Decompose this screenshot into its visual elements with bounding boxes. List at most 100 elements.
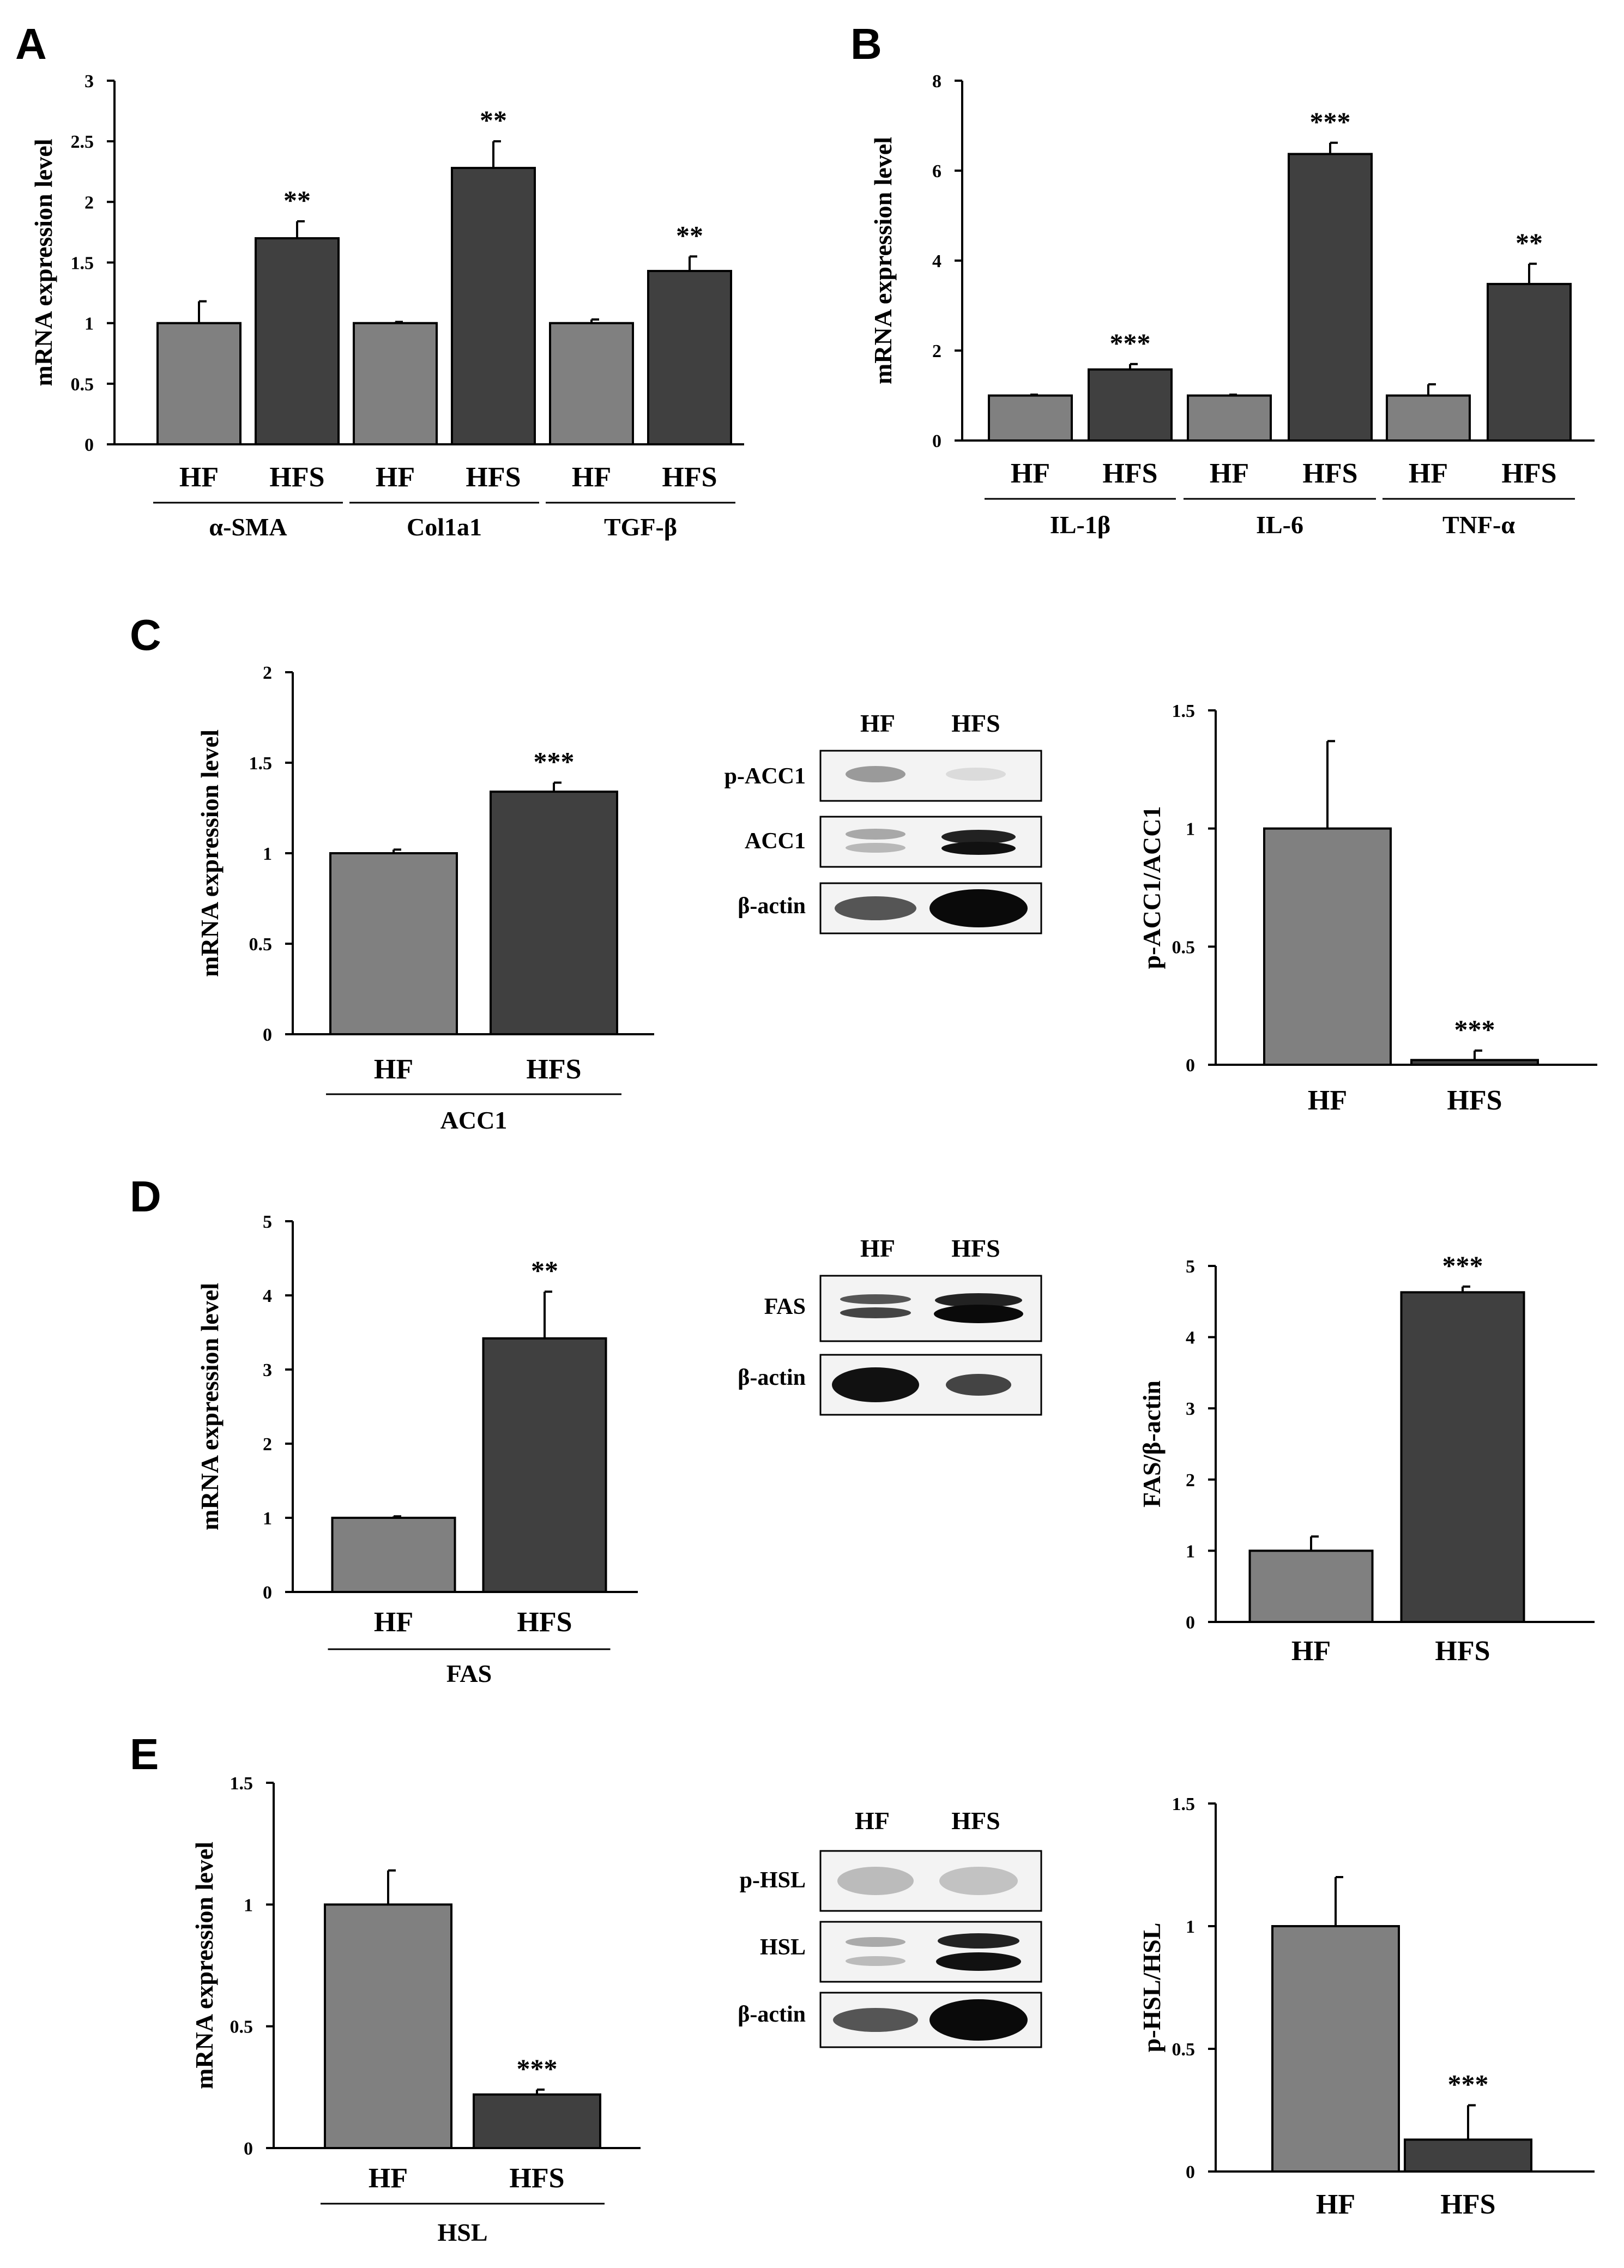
blot-band	[846, 843, 905, 853]
y-axis-label: p-HSL/HSL	[1138, 1923, 1166, 2053]
x-tick-label: HFS	[1447, 1085, 1502, 1116]
blot-band	[929, 1999, 1028, 2041]
blot-row-label: β-actin	[738, 2002, 806, 2027]
bar	[1263, 827, 1392, 1066]
bar	[482, 1337, 607, 1593]
blot-band	[936, 1952, 1021, 1971]
panel-label-c: C	[130, 611, 161, 659]
blot-row-label: p-ACC1	[725, 764, 806, 789]
blot-band	[941, 830, 1016, 844]
y-tick-label: 0.5	[1172, 937, 1196, 957]
group-label: FAS	[446, 1660, 492, 1687]
blot-col-label: HFS	[951, 1234, 1000, 1262]
y-tick-label: 1	[244, 1895, 253, 1915]
blot-row-label: HSL	[760, 1935, 806, 1960]
x-tick-label: HFS	[509, 2163, 564, 2194]
x-tick-label: HFS	[1102, 458, 1157, 489]
bar	[549, 322, 634, 446]
y-tick-label: 0	[244, 2139, 253, 2159]
y-tick-label: 8	[932, 71, 941, 92]
y-tick-label: 1	[263, 1509, 272, 1529]
bar	[1487, 282, 1572, 442]
blot-e: HF HFS p-HSL HSL β-actin	[738, 1807, 1042, 2048]
bar	[329, 852, 458, 1035]
y-tick-label: 0	[263, 1583, 272, 1603]
y-tick-label: 3	[263, 1360, 272, 1380]
panel-label-b: B	[850, 20, 882, 68]
bar	[1400, 1291, 1525, 1623]
y-tick-label: 0.5	[230, 2017, 253, 2037]
y-tick-label: 1.5	[71, 254, 94, 274]
y-tick-label: 4	[263, 1286, 272, 1306]
y-tick-label: 1	[1186, 1541, 1195, 1561]
blot-band-box	[819, 816, 1042, 868]
bar	[1386, 394, 1471, 442]
group-label: IL-1β	[1050, 511, 1110, 539]
x-tick-label: HF	[1291, 1636, 1331, 1667]
blot-band	[846, 829, 905, 840]
group-label: α-SMA	[209, 513, 287, 541]
y-axis-label: mRNA expression level	[190, 1842, 218, 2089]
blot-band	[941, 842, 1016, 855]
group-label: TNF-α	[1442, 511, 1515, 539]
blot-col-label: HF	[860, 1234, 895, 1262]
y-tick-label: 1.5	[1172, 1794, 1196, 1814]
chart-e-mrna: 0 0.5 1 1.5 mRNA expression level HF *** HFS HSL	[190, 1774, 641, 2246]
blot-col-label: HF	[860, 709, 895, 737]
panel-label-d: D	[130, 1172, 161, 1221]
bar	[156, 322, 242, 446]
y-axis-label: FAS/β-actin	[1138, 1380, 1166, 1507]
y-tick-label: 0	[84, 435, 94, 455]
y-tick-label: 0	[1186, 1055, 1195, 1076]
blot-band	[832, 1367, 919, 1402]
blot-band	[946, 768, 1006, 781]
bar	[1288, 153, 1373, 442]
chart-c-ratio: 0 0.5 1 1.5 p-ACC1/ACC1 HF *** HFS	[1138, 701, 1597, 1116]
bar	[353, 322, 438, 446]
y-tick-label: 2	[263, 663, 272, 683]
blot-row-label: p-HSL	[740, 1868, 806, 1893]
bar	[647, 270, 732, 445]
y-axis-label: p-ACC1/ACC1	[1138, 806, 1166, 969]
x-tick-label: HF	[1316, 2189, 1355, 2220]
x-tick-label: HF	[376, 462, 415, 493]
y-tick-label: 1	[1186, 1917, 1195, 1937]
y-tick-label: 3	[84, 71, 94, 92]
y-tick-label: 6	[932, 161, 941, 182]
y-tick-label: 5	[1186, 1257, 1195, 1277]
x-tick-label: HFS	[1435, 1636, 1490, 1667]
significance-marker: ***	[1110, 328, 1151, 358]
x-tick-label: HF	[1308, 1085, 1347, 1116]
blot-col-label: HFS	[951, 1807, 1000, 1835]
y-tick-label: 3	[1186, 1399, 1195, 1419]
bar	[490, 791, 618, 1035]
significance-marker: ***	[534, 746, 575, 777]
blot-band	[837, 1867, 914, 1895]
significance-marker: ***	[517, 2053, 558, 2084]
blot-band	[835, 896, 916, 920]
y-tick-label: 0	[932, 431, 941, 451]
y-tick-label: 0	[1186, 1613, 1195, 1633]
y-tick-label: 0.5	[71, 375, 94, 395]
y-tick-label: 2	[263, 1434, 272, 1455]
blot-c: HF HFS p-ACC1 ACC1 β-actin	[725, 709, 1042, 934]
blot-band	[846, 1937, 905, 1947]
blot-row-label: β-actin	[738, 1365, 806, 1390]
bar	[331, 1517, 456, 1593]
x-tick-label: HF	[1409, 458, 1448, 489]
group-label: HSL	[437, 2218, 487, 2246]
x-tick-label: HFS	[1302, 458, 1357, 489]
blot-band	[939, 1867, 1018, 1895]
significance-marker: **	[676, 220, 703, 250]
blot-band	[840, 1294, 911, 1304]
x-tick-label: HF	[1210, 458, 1249, 489]
significance-marker: ***	[1448, 2069, 1489, 2100]
bar	[1404, 2138, 1532, 2173]
significance-marker: **	[283, 185, 311, 215]
x-tick-label: HFS	[662, 462, 717, 493]
y-tick-label: 2.5	[71, 132, 94, 152]
chart-d-ratio: 0 1 2 3 4 5 FAS/β-actin HF *** HFS	[1138, 1250, 1595, 1667]
bar	[473, 2093, 601, 2150]
blot-band	[929, 889, 1028, 927]
